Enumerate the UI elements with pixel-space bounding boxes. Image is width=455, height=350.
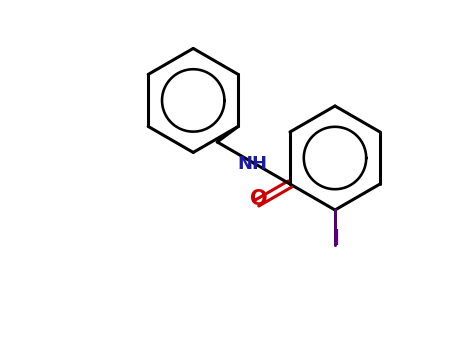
Text: O: O <box>250 189 268 209</box>
Text: I: I <box>332 229 340 249</box>
Text: NH: NH <box>238 155 268 173</box>
